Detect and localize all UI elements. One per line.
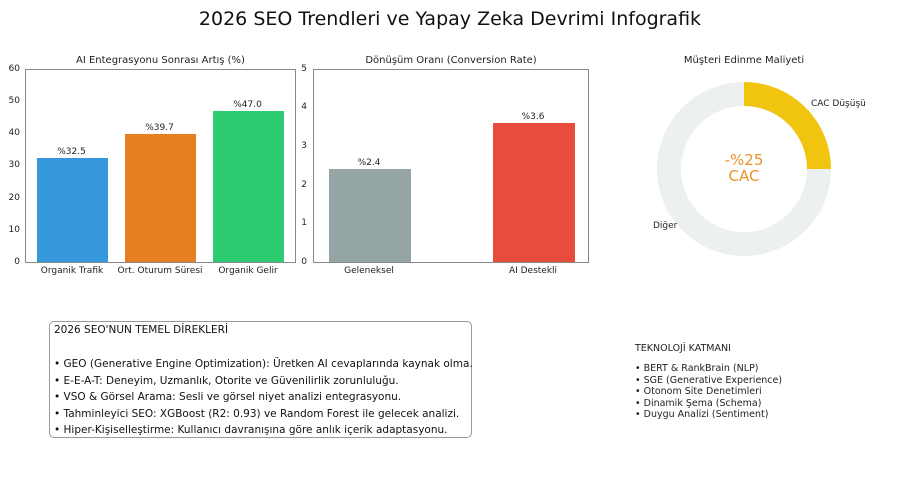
donut-center-value: -%25 [724, 151, 764, 169]
pillars-list: • GEO (Generative Engine Optimization): … [54, 356, 473, 439]
y-tick-label: 3 [301, 141, 307, 151]
y-tick-label: 40 [8, 128, 20, 138]
y-tick-label: 5 [301, 64, 307, 74]
tech-title: TEKNOLOJİ KATMANI [635, 343, 731, 354]
bar-ort-oturum-suresi [125, 134, 196, 262]
y-tick-label: 0 [14, 257, 20, 267]
pillar-item: • VSO & Görsel Arama: Sesli ve görsel ni… [54, 391, 402, 403]
x-tick-label: Geleneksel [344, 266, 394, 276]
pillars-box: 2026 SEO'NUN TEMEL DİREKLERİ • GEO (Gene… [49, 321, 473, 439]
chart-title: AI Entegrasyonu Sonrası Artış (%) [76, 55, 245, 66]
pie-label-cac: CAC Düşüşü [811, 99, 866, 109]
tech-item: • Dinamik Şema (Schema) [635, 397, 762, 409]
y-tick-label: 1 [301, 218, 307, 228]
y-tick-label: 10 [8, 225, 20, 235]
pillars-title: 2026 SEO'NUN TEMEL DİREKLERİ [54, 324, 229, 336]
pillar-item: • Tahminleyici SEO: XGBoost (R2: 0.93) v… [54, 407, 460, 420]
chart-title: Müşteri Edinme Maliyeti [683, 55, 805, 66]
bar-value-label: %2.4 [357, 158, 381, 168]
chart-axes [313, 69, 589, 263]
donut-ring [657, 82, 831, 256]
bar-value-label: %39.7 [145, 123, 174, 133]
x-tick-label: Organik Gelir [218, 266, 278, 276]
chart-title: Dönüşüm Oranı (Conversion Rate) [365, 55, 537, 66]
pillar-item: • Hiper-Kişiselleştirme: Kullanıcı davra… [54, 424, 448, 436]
page-title: 2026 SEO Trendleri ve Yapay Zeka Devrimi… [198, 8, 702, 30]
y-tick-label: 20 [8, 193, 20, 203]
donut-segment-cac [744, 82, 831, 169]
y-tick-label: 30 [8, 160, 20, 170]
donut-center-label: CAC [728, 167, 760, 185]
bar-value-label: %3.6 [521, 112, 545, 122]
bar-organik-gelir [213, 111, 284, 262]
x-tick-label: AI Destekli [508, 266, 558, 276]
bar-value-label: %47.0 [233, 100, 262, 110]
tech-layer: TEKNOLOJİ KATMANI • BERT & RankBrain (NL… [635, 343, 782, 421]
bar-organik-trafik [37, 158, 108, 262]
bar-geleneksel [329, 169, 411, 262]
tech-item: • Otonom Site Denetimleri [635, 386, 762, 397]
chart-axes [25, 69, 296, 263]
pillar-item: • E-E-A-T: Deneyim, Uzmanlık, Otorite ve… [54, 374, 399, 387]
y-tick-label: 0 [301, 257, 307, 267]
y-tick-label: 2 [301, 180, 307, 190]
tech-item: • Duygu Analizi (Sentiment) [635, 409, 769, 420]
y-tick-label: 50 [8, 96, 20, 106]
tech-item: • SGE (Generative Experience) [635, 374, 783, 386]
tech-list: • BERT & RankBrain (NLP) • SGE (Generati… [635, 363, 782, 421]
bar-value-label: %32.5 [57, 147, 86, 157]
x-tick-label: Organik Trafik [40, 266, 104, 276]
bar-ai-destekli [493, 123, 575, 262]
tech-item: • BERT & RankBrain (NLP) [635, 363, 759, 374]
pillar-item: • GEO (Generative Engine Optimization): … [54, 358, 473, 370]
pie-label-other: Diğer [653, 221, 678, 231]
y-tick-label: 4 [301, 102, 307, 112]
donut-center-text: -%25 CAC [694, 152, 794, 184]
x-tick-label: Ort. Oturum Süresi [117, 266, 203, 276]
y-tick-label: 60 [8, 64, 20, 74]
